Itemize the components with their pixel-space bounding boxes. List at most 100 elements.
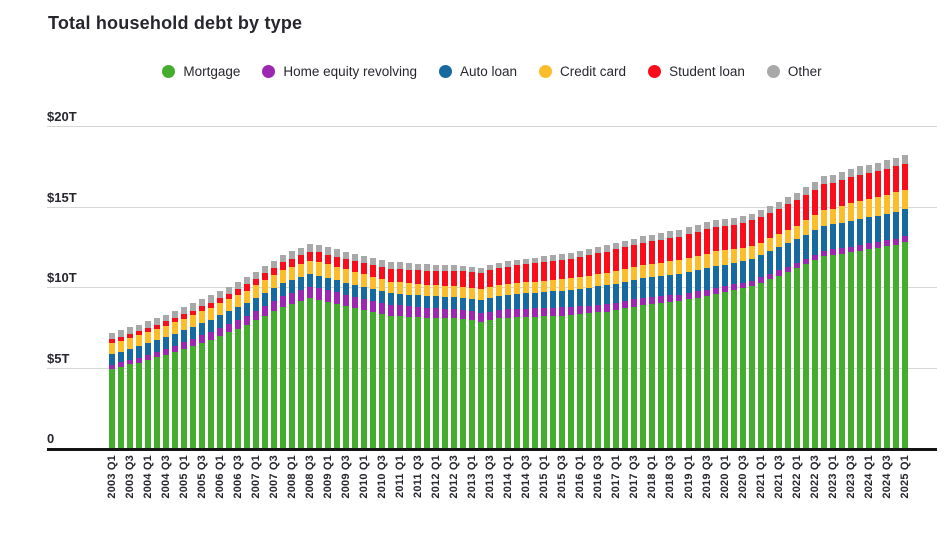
legend-item-auto-loan: Auto loan <box>438 64 517 79</box>
bar-segment-auto-loan <box>117 351 124 363</box>
bar-slot <box>774 126 783 448</box>
bar-segment-home-equity-revolving <box>604 303 611 312</box>
bar-segment-credit-card <box>252 285 259 298</box>
bar-slot <box>441 126 450 448</box>
bar-segment-credit-card <box>694 255 701 271</box>
bar-slot <box>251 126 260 448</box>
bar-segment-auto-loan <box>162 337 169 349</box>
bar-segment-student-loan <box>811 189 818 216</box>
x-label-slot: 2012 Q3 <box>448 454 460 534</box>
bar-segment-credit-card <box>478 289 485 301</box>
legend-item-other: Other <box>766 64 822 79</box>
bar-segment-home-equity-revolving <box>261 306 268 316</box>
bar-segment-auto-loan <box>577 288 584 307</box>
bar-segment-student-loan <box>577 256 584 277</box>
bar-segment-mortgage <box>847 252 854 448</box>
bar-segment-credit-card <box>117 340 124 352</box>
bar-segment-auto-loan <box>135 346 142 358</box>
bar-segment-student-loan <box>324 254 331 265</box>
bar-segment-credit-card <box>874 197 881 216</box>
bar-segment-credit-card <box>793 225 800 240</box>
bar-segment-other <box>378 259 385 267</box>
bar-segment-auto-loan <box>622 281 629 301</box>
bar-segment-mortgage <box>901 241 908 448</box>
bar-segment-other <box>712 220 719 228</box>
stacked-bar-2016-q2 <box>586 249 593 448</box>
bar-segment-auto-loan <box>793 239 800 263</box>
bar-segment-auto-loan <box>180 330 187 343</box>
bar-segment-mortgage <box>216 336 223 448</box>
bar-segment-credit-card <box>378 279 385 292</box>
bar-slot <box>900 126 909 448</box>
bar-segment-mortgage <box>207 340 214 448</box>
bar-segment-home-equity-revolving <box>892 238 899 245</box>
stacked-bar-2021-q4 <box>784 197 791 448</box>
bar-segment-auto-loan <box>514 294 521 310</box>
bar-segment-credit-card <box>613 270 620 284</box>
bar-segment-mortgage <box>550 315 557 448</box>
bar-segment-student-loan <box>126 333 133 338</box>
bar-segment-auto-loan <box>433 296 440 309</box>
bar-slot <box>116 126 125 448</box>
bar-slot <box>576 126 585 448</box>
bar-segment-student-loan <box>892 166 899 193</box>
bar-segment-other <box>433 264 440 271</box>
bar-segment-home-equity-revolving <box>433 308 440 318</box>
x-label-slot: 2009 Q1 <box>322 454 334 534</box>
bar-slot <box>531 126 540 448</box>
bar-segment-mortgage <box>541 316 548 448</box>
bar-segment-mortgage <box>225 332 232 448</box>
bar-segment-auto-loan <box>478 300 485 313</box>
bar-segment-home-equity-revolving <box>243 315 250 325</box>
bar-segment-credit-card <box>640 264 647 279</box>
y-axis-label: $5T <box>47 350 70 366</box>
bar-segment-credit-card <box>297 263 304 278</box>
bar-segment-student-loan <box>288 258 295 267</box>
x-label-slot: 2015 Q3 <box>556 454 568 534</box>
bar-segment-home-equity-revolving <box>279 296 286 307</box>
stacked-bar-2010-q1 <box>360 255 367 448</box>
bar-segment-mortgage <box>802 264 809 448</box>
bar-segment-other <box>279 255 286 263</box>
bar-segment-credit-card <box>541 280 548 293</box>
bar-slot <box>269 126 278 448</box>
bar-segment-other <box>126 327 133 334</box>
bar-segment-student-loan <box>333 256 340 267</box>
bar-segment-student-loan <box>883 169 890 195</box>
x-label-slot: 2022 Q1 <box>791 454 803 534</box>
bar-segment-student-loan <box>153 324 160 329</box>
bar-segment-mortgage <box>838 253 845 448</box>
bar-segment-other <box>676 230 683 237</box>
bar-segment-other <box>829 174 836 183</box>
bar-slot <box>477 126 486 448</box>
bar-segment-home-equity-revolving <box>442 308 449 319</box>
bar-slot <box>377 126 386 448</box>
bar-slot <box>359 126 368 448</box>
bar-segment-student-loan <box>694 232 701 256</box>
bar-segment-credit-card <box>261 280 268 294</box>
bar-segment-student-loan <box>604 251 611 273</box>
bar-segment-mortgage <box>406 316 413 448</box>
bar-segment-student-loan <box>550 260 557 281</box>
bar-segment-auto-loan <box>685 272 692 293</box>
bar-segment-mortgage <box>387 315 394 448</box>
bar-segment-student-loan <box>261 273 268 281</box>
bar-segment-student-loan <box>369 265 376 277</box>
bar-segment-student-loan <box>739 222 746 248</box>
bar-segment-home-equity-revolving <box>721 286 728 293</box>
bar-slot <box>386 126 395 448</box>
gridline-15T <box>47 206 937 208</box>
stacked-bar-2024-q3 <box>883 160 890 448</box>
bar-segment-auto-loan <box>333 280 340 293</box>
bar-slot <box>215 126 224 448</box>
bar-segment-student-loan <box>631 245 638 267</box>
bar-segment-home-equity-revolving <box>153 351 160 358</box>
bar-segment-auto-loan <box>442 296 449 309</box>
bar-slot <box>549 126 558 448</box>
bar-segment-credit-card <box>730 249 737 263</box>
bar-segment-home-equity-revolving <box>505 309 512 318</box>
bar-segment-mortgage <box>739 288 746 448</box>
bar-segment-auto-loan <box>667 275 674 296</box>
bar-segment-student-loan <box>901 163 908 191</box>
bar-segment-auto-loan <box>306 274 313 288</box>
